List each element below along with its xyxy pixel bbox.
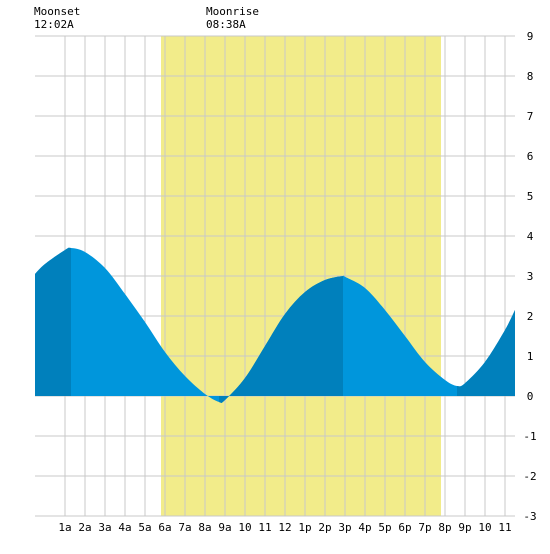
y-tick-label: -1: [523, 430, 536, 443]
x-tick-labels: 1a 2a 3a 4a 5a 6a 7a 8a 9a 10 11 12 1p 2p 3p 4p 5p 6p 7p 8p…: [58, 521, 511, 534]
moonrise-time: 08:38A: [206, 18, 246, 31]
moonset-time: 12:02A: [34, 18, 74, 31]
moonrise-label: Moonrise: [206, 5, 259, 18]
x-tick-label: 11: [258, 521, 271, 534]
x-tick-label: 2a: [78, 521, 91, 534]
x-tick-label: 10: [478, 521, 491, 534]
y-tick-label: 2: [527, 310, 534, 323]
x-tick-label: 3p: [338, 521, 351, 534]
moon-info: Moonset 12:02A Moonrise 08:38A: [34, 5, 259, 31]
x-tick-label: 7p: [418, 521, 431, 534]
y-tick-label: 7: [527, 110, 534, 123]
x-tick-label: 3a: [98, 521, 111, 534]
y-tick-labels: -3 -2 -1 0 1 2 3 4 5 6 7 8 9: [523, 30, 536, 523]
y-tick-label: 4: [527, 230, 534, 243]
x-tick-label: 8p: [438, 521, 451, 534]
moonset-label: Moonset: [34, 5, 80, 18]
x-tick-label: 10: [238, 521, 251, 534]
x-tick-label: 5a: [138, 521, 151, 534]
x-tick-label: 6p: [398, 521, 411, 534]
y-tick-label: 6: [527, 150, 534, 163]
x-tick-label: 9a: [218, 521, 231, 534]
x-tick-label: 4a: [118, 521, 131, 534]
y-tick-label: 8: [527, 70, 534, 83]
x-tick-label: 9p: [458, 521, 471, 534]
x-tick-label: 7a: [178, 521, 191, 534]
x-tick-label: 11: [498, 521, 511, 534]
y-tick-label: 9: [527, 30, 534, 43]
y-tick-label: -3: [523, 510, 536, 523]
x-tick-label: 6a: [158, 521, 171, 534]
tide-fill-falling: [35, 247, 71, 403]
x-tick-label: 1a: [58, 521, 71, 534]
y-tick-label: -2: [523, 470, 536, 483]
x-tick-label: 1p: [298, 521, 311, 534]
y-tick-label: 3: [527, 270, 534, 283]
x-tick-label: 2p: [318, 521, 331, 534]
grid-group: [35, 35, 515, 517]
x-tick-label: 4p: [358, 521, 371, 534]
x-tick-label: 12: [278, 521, 291, 534]
y-tick-label: 1: [527, 350, 534, 363]
y-tick-label: 5: [527, 190, 534, 203]
x-tick-label: 5p: [378, 521, 391, 534]
y-tick-label: 0: [527, 390, 534, 403]
x-tick-label: 8a: [198, 521, 211, 534]
